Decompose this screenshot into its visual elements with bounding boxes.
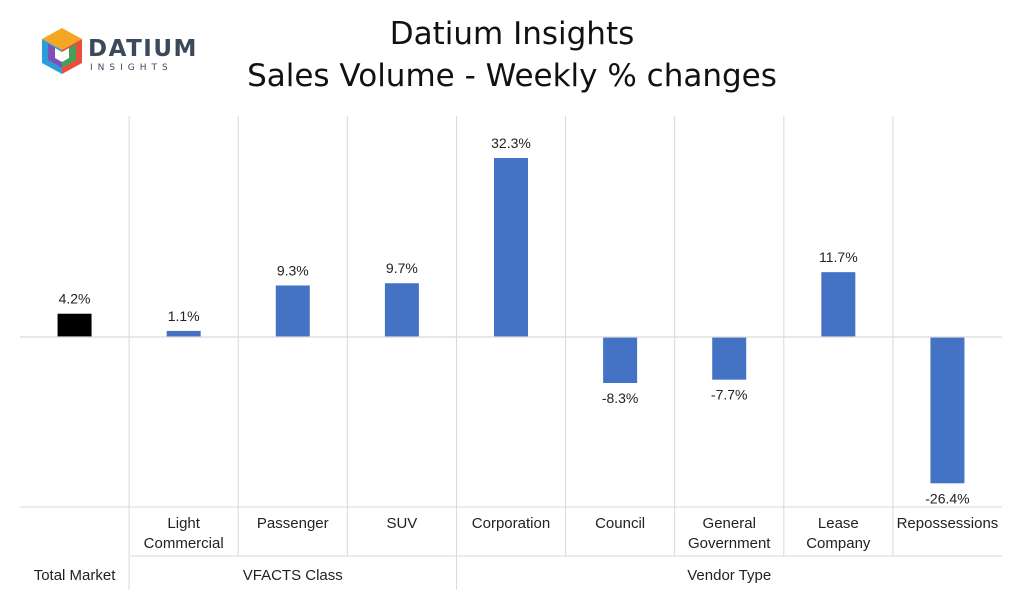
- bar-6: [712, 337, 747, 380]
- bar-5: [603, 337, 638, 383]
- chart-subtitle: Sales Volume - Weekly % changes: [247, 58, 777, 94]
- bar-8: [930, 337, 965, 484]
- category-label-7: Lease: [818, 515, 859, 532]
- category-label-6: Government: [688, 535, 771, 552]
- bar-3: [384, 283, 419, 337]
- bar-1: [166, 330, 201, 337]
- category-label-7: Company: [806, 535, 871, 552]
- bar-4: [494, 158, 528, 337]
- category-label-6: General: [703, 515, 756, 532]
- bar-0: [57, 313, 92, 337]
- group-label-2: Vendor Type: [687, 567, 771, 584]
- category-label-8: Repossessions: [897, 515, 999, 532]
- data-label-0: 4.2%: [59, 291, 91, 307]
- data-label-3: 9.7%: [386, 260, 418, 276]
- data-label-8: -26.4%: [925, 490, 969, 506]
- data-label-7: 11.7%: [819, 249, 858, 265]
- category-label-1: Light: [167, 515, 200, 532]
- chart-title: Datium Insights: [389, 16, 635, 52]
- data-label-1: 1.1%: [168, 308, 200, 324]
- brand-sub: INSIGHTS: [90, 63, 173, 73]
- data-label-6: -7.7%: [711, 387, 748, 403]
- group-label-0: Total Market: [34, 567, 117, 584]
- data-label-2: 9.3%: [277, 262, 309, 278]
- bar-7: [821, 272, 856, 337]
- group-label-1: VFACTS Class: [243, 567, 343, 584]
- category-label-3: SUV: [386, 515, 417, 532]
- data-label-4: 32.3%: [491, 135, 531, 151]
- datium-logo: DATIUM INSIGHTS: [38, 26, 196, 82]
- category-label-4: Corporation: [472, 515, 550, 532]
- bar-2: [275, 285, 310, 337]
- datium-cube-icon: [42, 28, 82, 74]
- brand-name: DATIUM: [88, 36, 198, 62]
- category-label-2: Passenger: [257, 515, 329, 532]
- data-label-5: -8.3%: [602, 390, 639, 406]
- category-label-1: Commercial: [144, 535, 224, 552]
- category-label-5: Council: [595, 515, 645, 532]
